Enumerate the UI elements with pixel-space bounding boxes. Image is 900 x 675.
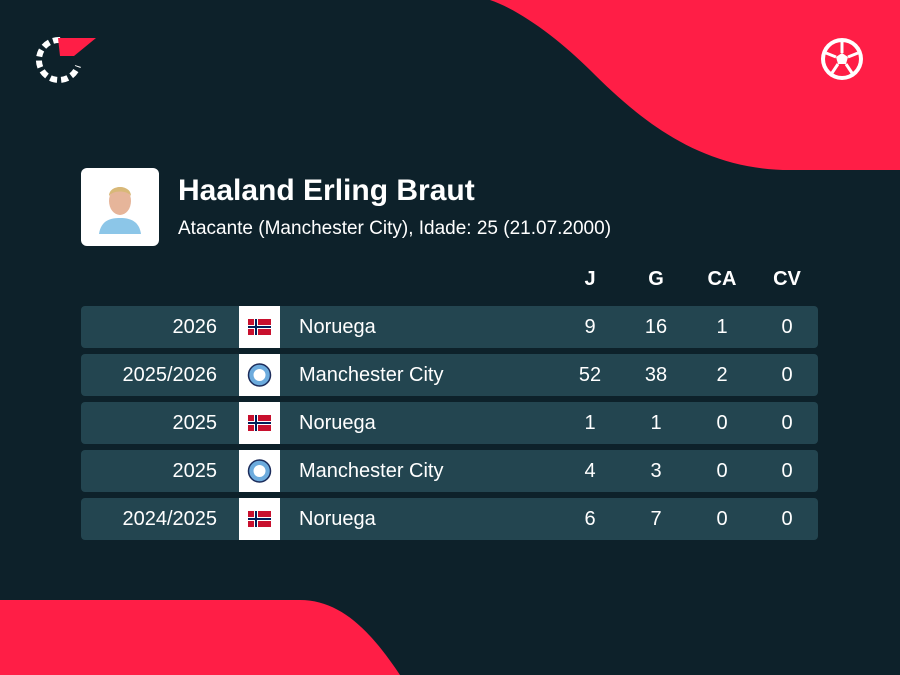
player-subtitle: Atacante (Manchester City), Idade: 25 (2…	[178, 218, 612, 239]
stat-value: 38	[644, 364, 668, 386]
team: Noruega	[299, 508, 376, 530]
table-row: 2025/2026 Manchester City 52 38 2 0	[81, 354, 818, 396]
stat-value: 1	[716, 316, 728, 338]
stat-value: 0	[716, 460, 728, 482]
stat-value: 3	[650, 460, 662, 482]
team-icon	[239, 402, 280, 444]
stat-value: 1	[584, 412, 596, 434]
stat-value: 0	[716, 508, 728, 530]
stat-value: 0	[781, 316, 793, 338]
season: 2026	[172, 316, 218, 338]
stat-value: 0	[781, 364, 793, 386]
team: Noruega	[299, 316, 376, 338]
stat-value: 7	[650, 508, 662, 530]
column-header: CV	[773, 268, 801, 290]
column-header: J	[584, 268, 596, 290]
team: Manchester City	[299, 364, 444, 386]
stat-value: 9	[584, 316, 596, 338]
stat-value: 0	[781, 460, 793, 482]
stat-value: 2	[716, 364, 728, 386]
season: 2025/2026	[122, 364, 217, 386]
stat-value: 0	[781, 412, 793, 434]
team: Manchester City	[299, 460, 444, 482]
stat-value: 0	[716, 412, 728, 434]
stat-value: 6	[584, 508, 596, 530]
table-row: 2025 Noruega 1 1 0 0	[81, 402, 818, 444]
stat-value: 52	[578, 364, 602, 386]
team-icon	[239, 306, 280, 348]
column-header: G	[648, 268, 664, 290]
stat-value: 0	[781, 508, 793, 530]
team: Noruega	[299, 412, 376, 434]
table-row: 2024/2025 Noruega 6 7 0 0	[81, 498, 818, 540]
column-header: CA	[707, 268, 737, 290]
season: 2024/2025	[122, 508, 217, 530]
player-photo	[81, 168, 159, 246]
team-icon	[239, 450, 280, 492]
season: 2025	[172, 412, 218, 434]
team-icon	[239, 498, 280, 540]
table-row: 2026 Noruega 9 16 1 0	[81, 306, 818, 348]
player-name: Haaland Erling Braut	[178, 174, 475, 207]
season: 2025	[172, 460, 218, 482]
table-row: 2025 Manchester City 4 3 0 0	[81, 450, 818, 492]
team-icon	[239, 354, 280, 396]
stat-value: 16	[644, 316, 668, 338]
stat-value: 4	[584, 460, 596, 482]
stat-value: 1	[650, 412, 662, 434]
